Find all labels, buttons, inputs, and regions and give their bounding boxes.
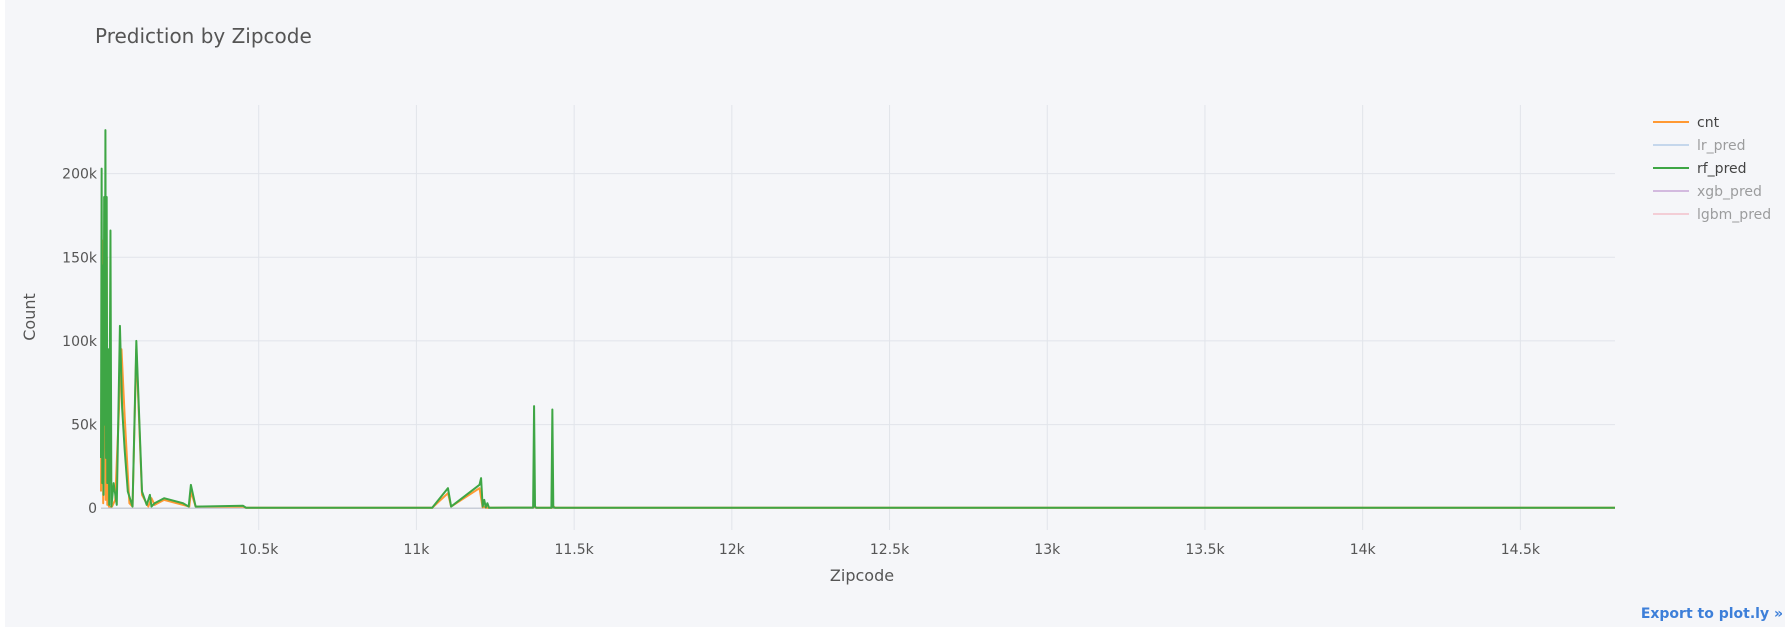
series-line-cnt <box>100 197 1615 509</box>
legend-item-cnt[interactable]: cnt <box>1653 115 1720 131</box>
x-tick-label: 10.5k <box>239 542 279 558</box>
x-tick-label: 11k <box>403 542 430 558</box>
chart-svg: 10.5k 11k 11.5k 12k 12.5k 13k 13.5k 14k 14.5k 0 50… <box>20 24 1771 585</box>
chart-background: 10.5k 11k 11.5k 12k 12.5k 13k 13.5k 14k 14.5k 0 50… <box>5 0 1785 627</box>
y-tick-label: 50k <box>71 418 98 434</box>
axis-layer: 10.5k 11k 11.5k 12k 12.5k 13k 13.5k 14k 14.5k 0 50… <box>62 167 1541 558</box>
series-layer <box>100 129 1615 509</box>
y-tick-label: 100k <box>62 334 98 350</box>
x-tick-label: 13.5k <box>1185 542 1225 558</box>
chart-title: Prediction by Zipcode <box>95 24 312 48</box>
x-tick-label: 12k <box>719 542 746 558</box>
y-tick-label: 150k <box>62 250 98 266</box>
x-tick-label: 13k <box>1034 542 1061 558</box>
legend-label: xgb_pred <box>1697 184 1762 200</box>
x-tick-label: 14k <box>1350 542 1377 558</box>
legend-label: lgbm_pred <box>1697 207 1771 223</box>
legend-label: rf_pred <box>1697 161 1747 177</box>
y-tick-label: 200k <box>62 167 98 183</box>
legend-label: cnt <box>1697 115 1720 131</box>
legend: cnt lr_pred rf_pred xgb_pred lgbm_pred <box>1653 115 1771 223</box>
x-tick-label: 12.5k <box>870 542 910 558</box>
legend-item-lgbm_pred[interactable]: lgbm_pred <box>1653 207 1771 223</box>
legend-item-xgb_pred[interactable]: xgb_pred <box>1653 184 1762 200</box>
y-axis-label: Count <box>20 293 39 341</box>
legend-label: lr_pred <box>1697 138 1745 154</box>
x-axis-label: Zipcode <box>830 566 894 585</box>
export-to-plotly-link[interactable]: Export to plot.ly » <box>1640 606 1783 622</box>
legend-item-rf_pred[interactable]: rf_pred <box>1653 161 1747 177</box>
x-tick-label: 11.5k <box>554 542 594 558</box>
legend-item-lr_pred[interactable]: lr_pred <box>1653 138 1745 154</box>
y-tick-label: 0 <box>88 501 97 517</box>
x-tick-label: 14.5k <box>1501 542 1541 558</box>
grid-layer <box>101 105 1615 530</box>
series-line-rf_pred <box>100 129 1615 509</box>
